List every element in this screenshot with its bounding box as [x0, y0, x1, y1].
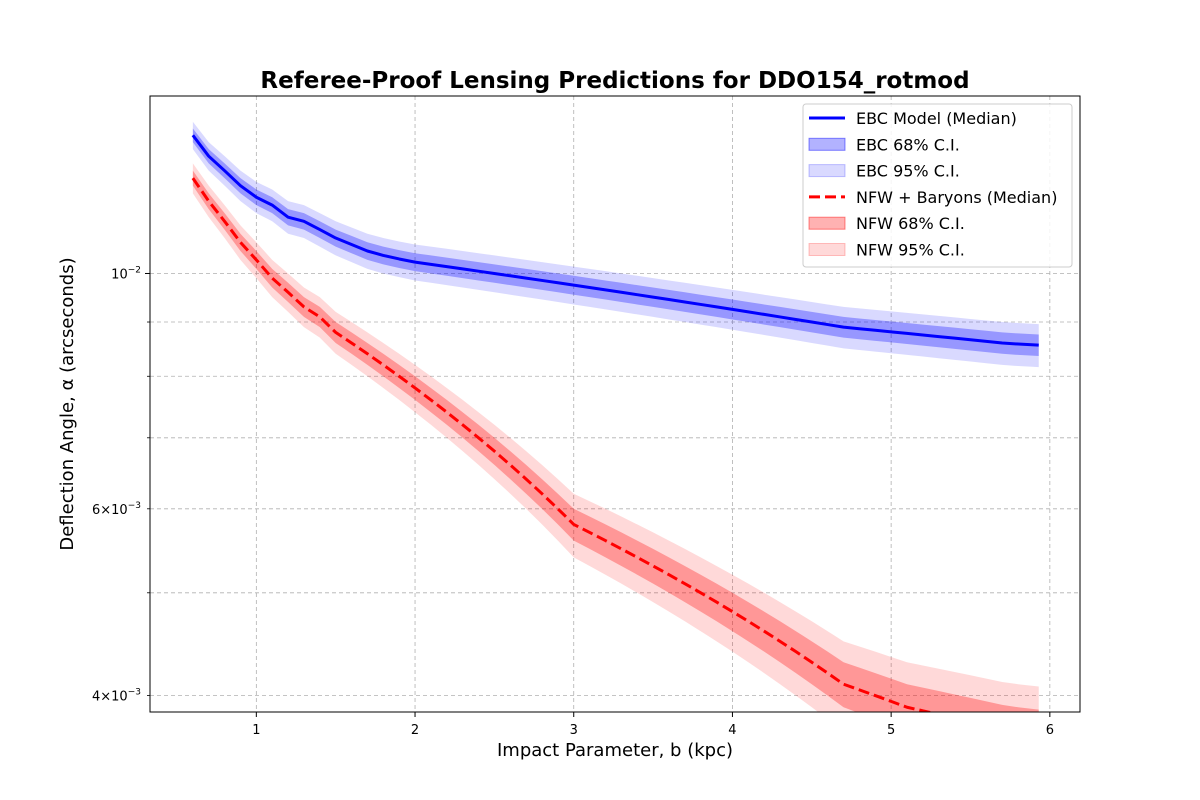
x-tick-label: 2	[411, 723, 419, 738]
ebc-95-ci-band	[192, 121, 1039, 368]
legend-box	[802, 103, 1073, 268]
x-tick-label: 1	[252, 723, 260, 738]
y-major-tick-label: 10−2	[111, 265, 141, 282]
x-axis-ticks: 1 2 3 4 5 6	[252, 712, 1054, 738]
x-tick-label: 6	[1046, 723, 1054, 738]
legend: EBC Model (Median) EBC 68% C.I. EBC 95% C.…	[802, 103, 1073, 268]
legend-label-ebc-68-c-i: EBC 68% C.I.	[856, 135, 960, 154]
legend-label-nfw-95-c-i: NFW 95% C.I.	[856, 241, 965, 260]
legend-swatch-nfw-95-c-i	[808, 243, 846, 256]
grid-lines	[150, 96, 1080, 712]
chart-title: Referee-Proof Lensing Predictions for DD…	[260, 68, 969, 94]
legend-swatch-ebc-68-c-i	[808, 137, 846, 151]
legend-swatch-nfw-68-c-i	[808, 216, 846, 230]
confidence-bands	[192, 121, 1039, 712]
legend-label-ebc-model-median: EBC Model (Median)	[856, 109, 1017, 128]
y-minor-tick-label: 4×10−3	[92, 688, 141, 705]
ebc-median-line	[191, 134, 1039, 347]
x-axis-label: Impact Parameter, b (kpc)	[497, 740, 733, 761]
plot-frame	[149, 95, 1081, 713]
y-minor-tick-label: 6×10−3	[92, 501, 141, 518]
median-lines	[191, 134, 1039, 712]
legend-label-ebc-95-c-i: EBC 95% C.I.	[856, 162, 960, 181]
x-tick-label: 3	[570, 723, 578, 738]
nfw-median-line	[191, 177, 935, 712]
ebc-68-ci-band	[192, 128, 1039, 356]
legend-label-nfw-baryons-median: NFW + Baryons (Median)	[856, 188, 1057, 207]
y-axis-label: Deflection Angle, α (arcseconds)	[57, 257, 78, 550]
legend-swatch-ebc-95-c-i	[808, 164, 846, 178]
legend-label-nfw-68-c-i: NFW 68% C.I.	[856, 214, 965, 233]
x-tick-label: 5	[887, 723, 895, 738]
y-axis-ticks: 10−2 4×10−3 6×10−3	[92, 265, 150, 705]
x-tick-label: 4	[728, 723, 736, 738]
